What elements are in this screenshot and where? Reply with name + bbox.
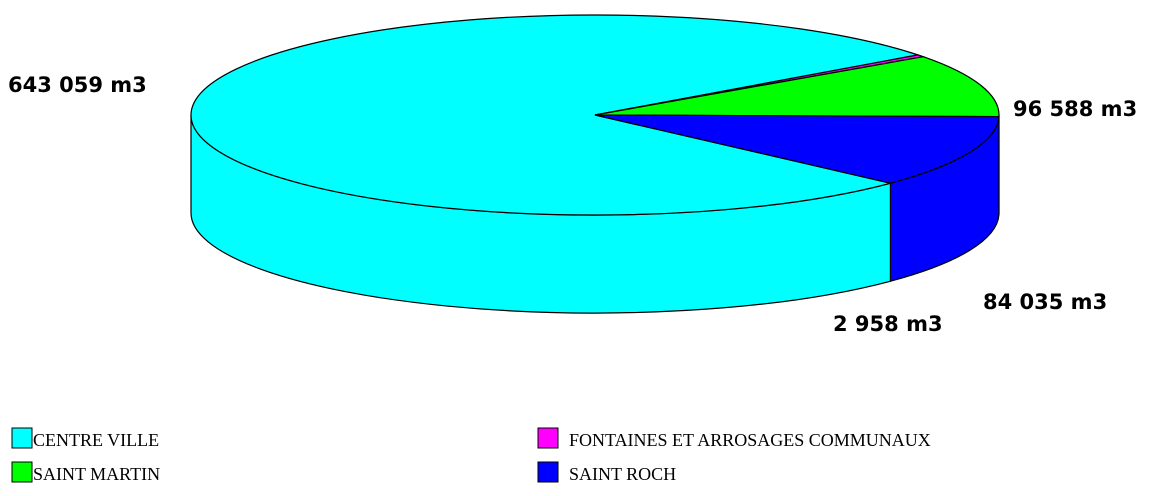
legend-swatch-fontaines — [537, 427, 559, 449]
legend-item-saint-martin: SAINT MARTIN — [11, 461, 160, 484]
legend-swatch-centre-ville — [11, 427, 33, 449]
data-label-fontaines: 2 958 m3 — [833, 312, 943, 336]
data-label-saint-martin: 84 035 m3 — [983, 290, 1107, 314]
legend-item-saint-roch: SAINT ROCH — [537, 461, 676, 484]
pie-tops — [190, 14, 1000, 216]
pie-slice-centre-ville — [190, 14, 919, 216]
data-label-saint-roch: 96 588 m3 — [1013, 97, 1137, 121]
legend-label-fontaines: FONTAINES ET ARROSAGES COMMUNAUX — [569, 430, 931, 450]
legend-item-centre-ville: CENTRE VILLE — [11, 427, 159, 450]
data-label-centre-ville: 643 059 m3 — [8, 73, 147, 97]
legend-label-saint-martin: SAINT MARTIN — [33, 464, 160, 484]
legend-item-fontaines: FONTAINES ET ARROSAGES COMMUNAUX — [537, 427, 931, 450]
legend-swatch-saint-martin — [11, 461, 33, 483]
pie-slice-saint-martin — [594, 56, 1000, 118]
legend: CENTRE VILLE FONTAINES ET ARROSAGES COMM… — [11, 427, 931, 484]
pie-slice-saint-roch — [594, 114, 1000, 184]
legend-label-centre-ville: CENTRE VILLE — [33, 430, 159, 450]
legend-swatch-saint-roch — [537, 461, 559, 483]
legend-label-saint-roch: SAINT ROCH — [569, 464, 676, 484]
